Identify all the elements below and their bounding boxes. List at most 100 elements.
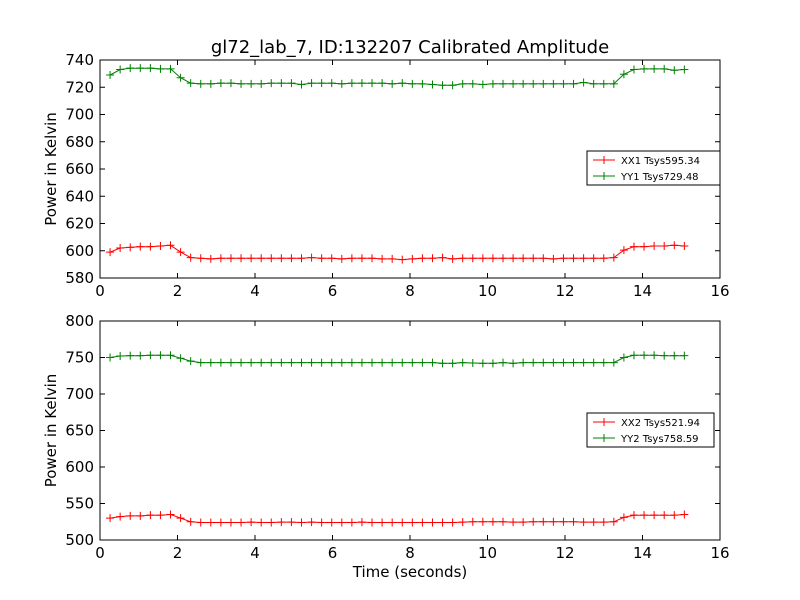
data-point <box>428 518 437 527</box>
data-point <box>529 79 538 88</box>
data-point <box>680 351 689 360</box>
data-point <box>539 517 548 526</box>
data-point <box>378 518 387 527</box>
data-point <box>599 518 608 527</box>
data-point <box>589 518 598 527</box>
series-line <box>110 513 685 524</box>
series-line <box>109 244 685 261</box>
data-point <box>136 64 145 73</box>
data-point <box>136 351 145 360</box>
data-point <box>629 351 638 360</box>
data-point <box>357 358 366 367</box>
data-point <box>347 518 356 527</box>
data-point <box>257 79 266 88</box>
data-point <box>116 244 125 253</box>
data-point <box>297 80 306 89</box>
data-point <box>347 358 356 367</box>
series-line <box>109 67 685 86</box>
data-point <box>226 358 235 367</box>
data-point <box>186 357 195 366</box>
data-point <box>458 518 467 527</box>
data-point <box>519 358 528 367</box>
data-point <box>438 518 447 527</box>
data-point <box>609 79 618 88</box>
data-point <box>408 254 417 263</box>
data-point <box>327 518 336 527</box>
x-tick-label: 8 <box>405 544 415 562</box>
data-point <box>287 79 296 88</box>
data-point <box>448 359 457 368</box>
legend-label: YY1 Tsys729.48 <box>620 172 699 183</box>
data-point <box>398 358 407 367</box>
data-point <box>629 511 638 520</box>
data-point <box>438 359 447 368</box>
x-tick-label: 6 <box>328 282 338 300</box>
data-point <box>267 518 276 527</box>
data-point <box>257 254 266 263</box>
data-point <box>629 65 638 74</box>
data-point <box>640 351 649 360</box>
x-tick-label: 0 <box>95 544 105 562</box>
data-point <box>116 352 125 361</box>
y-tick-label: 700 <box>65 106 94 124</box>
y-tick-label: 640 <box>65 187 94 205</box>
data-point <box>226 518 235 527</box>
y-tick-label: 550 <box>65 495 94 513</box>
x-tick-label: 14 <box>633 544 652 562</box>
data-point <box>156 64 165 73</box>
data-point <box>559 517 568 526</box>
data-point <box>398 79 407 88</box>
data-point <box>640 64 649 73</box>
data-point <box>166 351 175 360</box>
data-point <box>317 254 326 263</box>
data-point <box>448 254 457 263</box>
legend-marker <box>600 172 608 180</box>
data-point <box>247 358 256 367</box>
data-point <box>549 517 558 526</box>
data-point <box>106 70 115 79</box>
y-tick-label: 600 <box>65 458 94 476</box>
legend-marker <box>600 418 608 426</box>
x-tick-label: 16 <box>710 544 729 562</box>
data-point <box>297 254 306 263</box>
data-point <box>478 359 487 368</box>
data-point <box>569 79 578 88</box>
data-point <box>680 510 689 519</box>
data-point <box>216 518 225 527</box>
data-point <box>216 79 225 88</box>
y-tick-label: 800 <box>65 312 94 330</box>
data-point <box>539 358 548 367</box>
x-tick-label: 16 <box>710 282 729 300</box>
data-point <box>216 358 225 367</box>
data-point <box>609 517 618 526</box>
data-point <box>579 518 588 527</box>
data-point <box>609 358 618 367</box>
data-point <box>156 241 165 250</box>
data-point <box>378 358 387 367</box>
x-tick-label: 14 <box>633 282 652 300</box>
data-point <box>398 518 407 527</box>
data-point <box>579 254 588 263</box>
data-point <box>297 518 306 527</box>
data-point <box>257 358 266 367</box>
data-point <box>670 66 679 75</box>
data-point <box>478 254 487 263</box>
data-point <box>106 248 115 257</box>
legend-box <box>586 150 721 186</box>
legend-marker <box>600 434 608 442</box>
data-point <box>549 79 558 88</box>
data-point <box>660 351 669 360</box>
data-point <box>408 358 417 367</box>
data-point <box>629 242 638 251</box>
data-point <box>126 64 135 73</box>
x-tick-label: 8 <box>405 282 415 300</box>
data-point <box>509 79 518 88</box>
data-point <box>327 254 336 263</box>
data-point <box>368 358 377 367</box>
data-point <box>166 241 175 250</box>
data-point <box>569 358 578 367</box>
data-point <box>277 518 286 527</box>
data-point <box>146 64 155 73</box>
y-tick-label: 620 <box>65 215 94 233</box>
data-point <box>378 79 387 88</box>
